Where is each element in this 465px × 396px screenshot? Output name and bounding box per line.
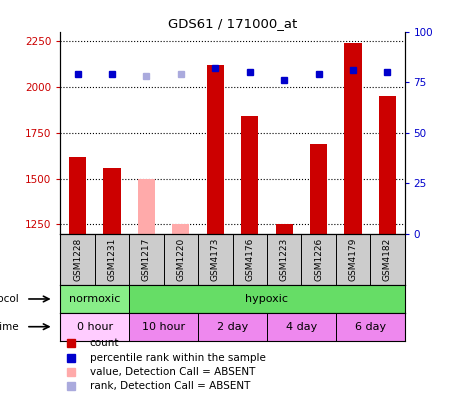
Text: GSM1228: GSM1228 [73, 238, 82, 281]
Text: GSM4182: GSM4182 [383, 238, 392, 281]
Text: 6 day: 6 day [355, 322, 385, 332]
Bar [379, 96, 396, 234]
Bar [60, 285, 129, 313]
Text: rank, Detection Call = ABSENT: rank, Detection Call = ABSENT [90, 381, 250, 391]
Bar [267, 313, 336, 341]
Bar [69, 156, 86, 234]
Text: percentile rank within the sample: percentile rank within the sample [90, 352, 266, 363]
Bar [310, 144, 327, 234]
Text: GSM1223: GSM1223 [279, 238, 289, 281]
Bar [129, 313, 198, 341]
Bar [336, 313, 405, 341]
Text: GSM4173: GSM4173 [211, 238, 220, 281]
Text: count: count [90, 338, 119, 348]
Bar [60, 313, 129, 341]
Bar [241, 116, 259, 234]
Bar [172, 225, 190, 234]
Bar [129, 285, 405, 313]
Text: GSM1226: GSM1226 [314, 238, 323, 281]
Text: GSM1220: GSM1220 [176, 238, 186, 281]
Text: GSM4179: GSM4179 [348, 238, 358, 281]
Bar [198, 313, 267, 341]
Text: protocol: protocol [0, 294, 19, 304]
Text: 2 day: 2 day [217, 322, 248, 332]
Text: GSM1231: GSM1231 [107, 238, 117, 281]
Text: normoxic: normoxic [69, 294, 120, 304]
Bar [344, 43, 362, 234]
Text: time: time [0, 322, 19, 332]
Text: GSM1217: GSM1217 [142, 238, 151, 281]
Text: 10 hour: 10 hour [142, 322, 185, 332]
Bar [206, 65, 224, 234]
Text: value, Detection Call = ABSENT: value, Detection Call = ABSENT [90, 367, 255, 377]
Bar [103, 168, 121, 234]
Text: hypoxic: hypoxic [246, 294, 288, 304]
Bar [138, 179, 155, 234]
Text: GSM4176: GSM4176 [245, 238, 254, 281]
Text: 4 day: 4 day [286, 322, 317, 332]
Text: 0 hour: 0 hour [77, 322, 113, 332]
Bar [276, 225, 293, 234]
Title: GDS61 / 171000_at: GDS61 / 171000_at [168, 17, 297, 30]
